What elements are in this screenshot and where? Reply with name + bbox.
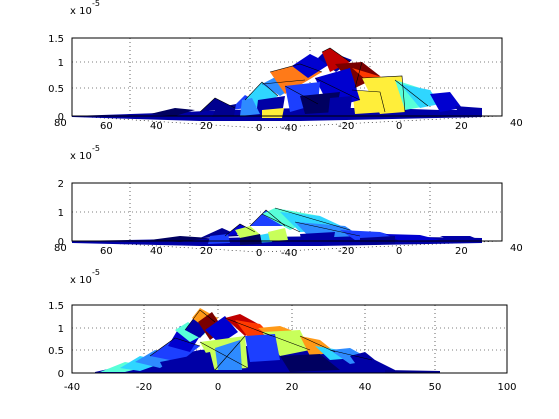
panel-2-surface-edges xyxy=(224,207,361,237)
panel-3-xtick-label: -40 xyxy=(64,382,80,393)
panel-2-ztick-label: 1 xyxy=(58,208,64,219)
panel-1-surface xyxy=(72,48,482,121)
panel-2-exponent: x 10 -5 xyxy=(70,144,100,162)
panel-1-xtick-label: 0 xyxy=(256,123,262,134)
panel-2-z-ticks: 2 1 0 xyxy=(58,179,64,248)
panel-1-ytick-label: -40 xyxy=(281,123,297,134)
panel-2-ztick-label: 2 xyxy=(58,179,64,190)
panel-3-ztick-label: 1.5 xyxy=(48,301,64,312)
panel-1-z-ticks: 1.5 1 0.5 0 xyxy=(48,34,64,123)
panel-2-xtick-label: 80 xyxy=(54,243,67,254)
panel-3-xtick-label: 100 xyxy=(497,382,516,393)
panel-3-xtick-label: 0 xyxy=(215,382,221,393)
panel-1-surface-edges xyxy=(199,47,429,113)
panel-3-exponent: x 10 -5 xyxy=(70,268,100,286)
panel-3-exponent-base: x 10 xyxy=(70,275,92,286)
panel-1-exponent-base: x 10 xyxy=(70,6,92,17)
panel-1-ytick-label: -20 xyxy=(338,121,354,132)
panel-2-y-ticks: -40 -20 0 20 40 xyxy=(281,243,523,259)
panel-1-exponent: x 10 -5 xyxy=(70,0,100,17)
panel-3-surface xyxy=(95,308,440,373)
panel-3-xtick-label: -20 xyxy=(136,382,152,393)
panel-3-xtick-label: 50 xyxy=(429,382,442,393)
panel-2-exponent-base: x 10 xyxy=(70,151,92,162)
panel-2-ytick-label: -20 xyxy=(338,246,354,257)
panel-1: 1.5 1 0.5 0 x 10 -5 80 60 40 20 0 -40 -2… xyxy=(48,0,523,134)
panel-2-ytick-label: -40 xyxy=(281,248,297,259)
panel-1-xtick-label: 40 xyxy=(150,121,163,132)
panel-2-exponent-power: -5 xyxy=(92,144,100,153)
panel-1-ztick-label: 1 xyxy=(58,58,64,69)
panel-3-ztick-label: 0.5 xyxy=(48,346,64,357)
panel-1-ytick-label: 20 xyxy=(455,121,468,132)
panel-1-ytick-label: 40 xyxy=(510,118,523,129)
panel-2-ytick-label: 20 xyxy=(455,246,468,257)
panel-3-frame xyxy=(71,304,508,374)
panel-2-xtick-label: 20 xyxy=(200,246,213,257)
panel-3-xtick-label: 20 xyxy=(286,382,299,393)
panel-2-xtick-label: 0 xyxy=(256,248,262,259)
panel-3-exponent-power: -5 xyxy=(92,268,100,277)
panel-3-xtick-label: 40 xyxy=(359,382,372,393)
panel-2-xtick-label: 60 xyxy=(100,246,113,257)
panel-1-xtick-label: 60 xyxy=(100,121,113,132)
panel-3-z-ticks: 1.5 1 0.5 0 xyxy=(48,301,64,380)
panel-3-ztick-label: 1 xyxy=(58,324,64,335)
panel-1-exponent-power: -5 xyxy=(92,0,100,8)
panel-2: 2 1 0 x 10 -5 80 60 40 20 0 -40 -20 0 20… xyxy=(54,144,523,259)
panel-3-surface-edges xyxy=(149,309,373,371)
panel-1-ztick-label: 0.5 xyxy=(48,84,64,95)
panel-2-ytick-label: 40 xyxy=(510,243,523,254)
panel-2-surface xyxy=(72,208,482,246)
panel-1-y-ticks: -40 -20 0 20 40 xyxy=(281,118,523,134)
panel-2-xtick-label: 40 xyxy=(150,246,163,257)
panel-1-ytick-label: 0 xyxy=(396,121,402,132)
panel-2-frame xyxy=(71,182,503,242)
panel-2-ytick-label: 0 xyxy=(396,246,402,257)
panel-1-xtick-label: 80 xyxy=(54,118,67,129)
panel-1-ztick-label: 1.5 xyxy=(48,34,64,45)
panel-1-xtick-label: 20 xyxy=(200,121,213,132)
panel-1-x-ticks: 80 60 40 20 0 xyxy=(54,118,262,134)
panel-2-x-ticks: 80 60 40 20 0 xyxy=(54,243,262,259)
panel-3-x-ticks: -40 -20 0 20 40 50 100 xyxy=(64,382,517,393)
panel-2-ztick-label: 0 xyxy=(58,237,64,248)
panel-1-ztick-label: 0 xyxy=(58,112,64,123)
panel-3-ztick-label: 0 xyxy=(58,369,64,380)
panel-3: 1.5 1 0.5 0 x 10 -5 -40 -20 0 20 40 50 1… xyxy=(48,268,516,393)
panel-1-frame xyxy=(71,37,503,117)
